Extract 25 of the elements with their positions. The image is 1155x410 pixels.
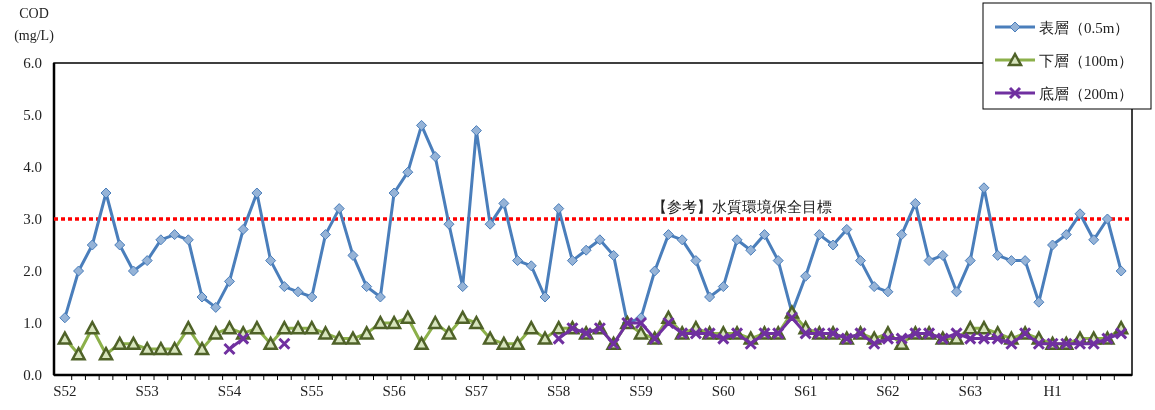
x-tick-label: S59 (629, 383, 653, 399)
x-tick-label: S54 (217, 383, 242, 399)
ref-line-label: 【参考】水質環境保全目標 (652, 199, 833, 215)
y-tick-label: 6.0 (23, 55, 42, 71)
legend-label: 底層（200m） (1039, 86, 1134, 102)
legend-label: 下層（100m） (1039, 53, 1134, 69)
x-tick-label: S55 (300, 383, 324, 399)
x-tick-label: S62 (876, 383, 900, 399)
y-tick-label: 3.0 (23, 211, 42, 227)
x-tick-label: S53 (135, 383, 159, 399)
x-tick-label: S57 (464, 383, 489, 399)
y-axis-title: COD (mg/L) (14, 6, 55, 44)
x-tick-label: S63 (958, 383, 982, 399)
y-tick-label: 5.0 (23, 107, 42, 123)
legend-label: 表層（0.5m） (1039, 20, 1130, 36)
x-tick-label: S58 (547, 383, 571, 399)
x-tick-label: S60 (711, 383, 735, 399)
y-tick-label: 1.0 (23, 315, 42, 331)
y-tick-label: 2.0 (23, 263, 42, 279)
x-tick-label: S56 (382, 383, 407, 399)
x-tick-label: H1 (1043, 383, 1062, 399)
y-tick-label: 0.0 (23, 367, 42, 383)
y-tick-label: 4.0 (23, 159, 42, 175)
x-tick-label: S61 (793, 383, 818, 399)
x-tick-label: S52 (53, 383, 77, 399)
